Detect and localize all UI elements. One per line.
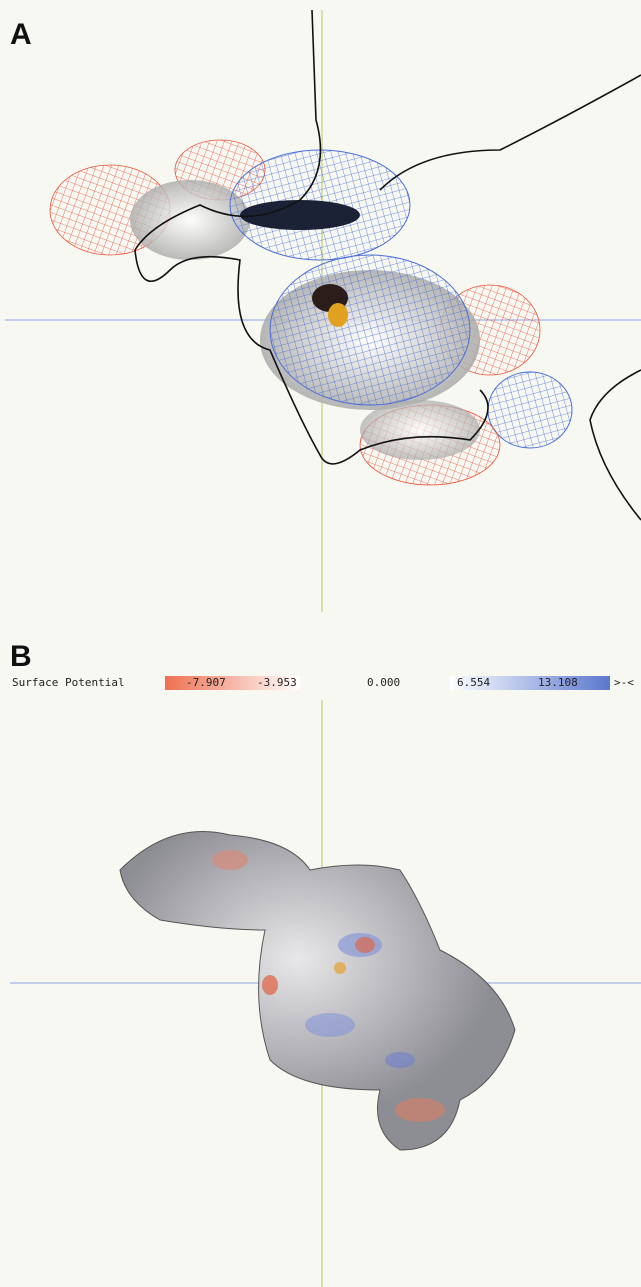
- scale-stop: 13.108: [538, 676, 578, 689]
- figure: A B Surface Potential -7.907 -3.953 0.00…: [0, 0, 641, 1287]
- scale-stop: 6.554: [457, 676, 490, 689]
- molecule-surface: [120, 832, 515, 1150]
- scale-title: Surface Potential: [12, 676, 125, 689]
- scale-end: >-<: [614, 676, 634, 689]
- molecule-mesh: [50, 140, 572, 485]
- panel-label: B: [10, 640, 32, 673]
- scale-stop: -7.907: [186, 676, 226, 689]
- scale-stop: 0.000: [367, 676, 400, 689]
- panel-label: A: [10, 18, 32, 51]
- scale-stop: -3.953: [257, 676, 297, 689]
- page: A B Surface Potential -7.907 -3.953 0.00…: [0, 0, 641, 1287]
